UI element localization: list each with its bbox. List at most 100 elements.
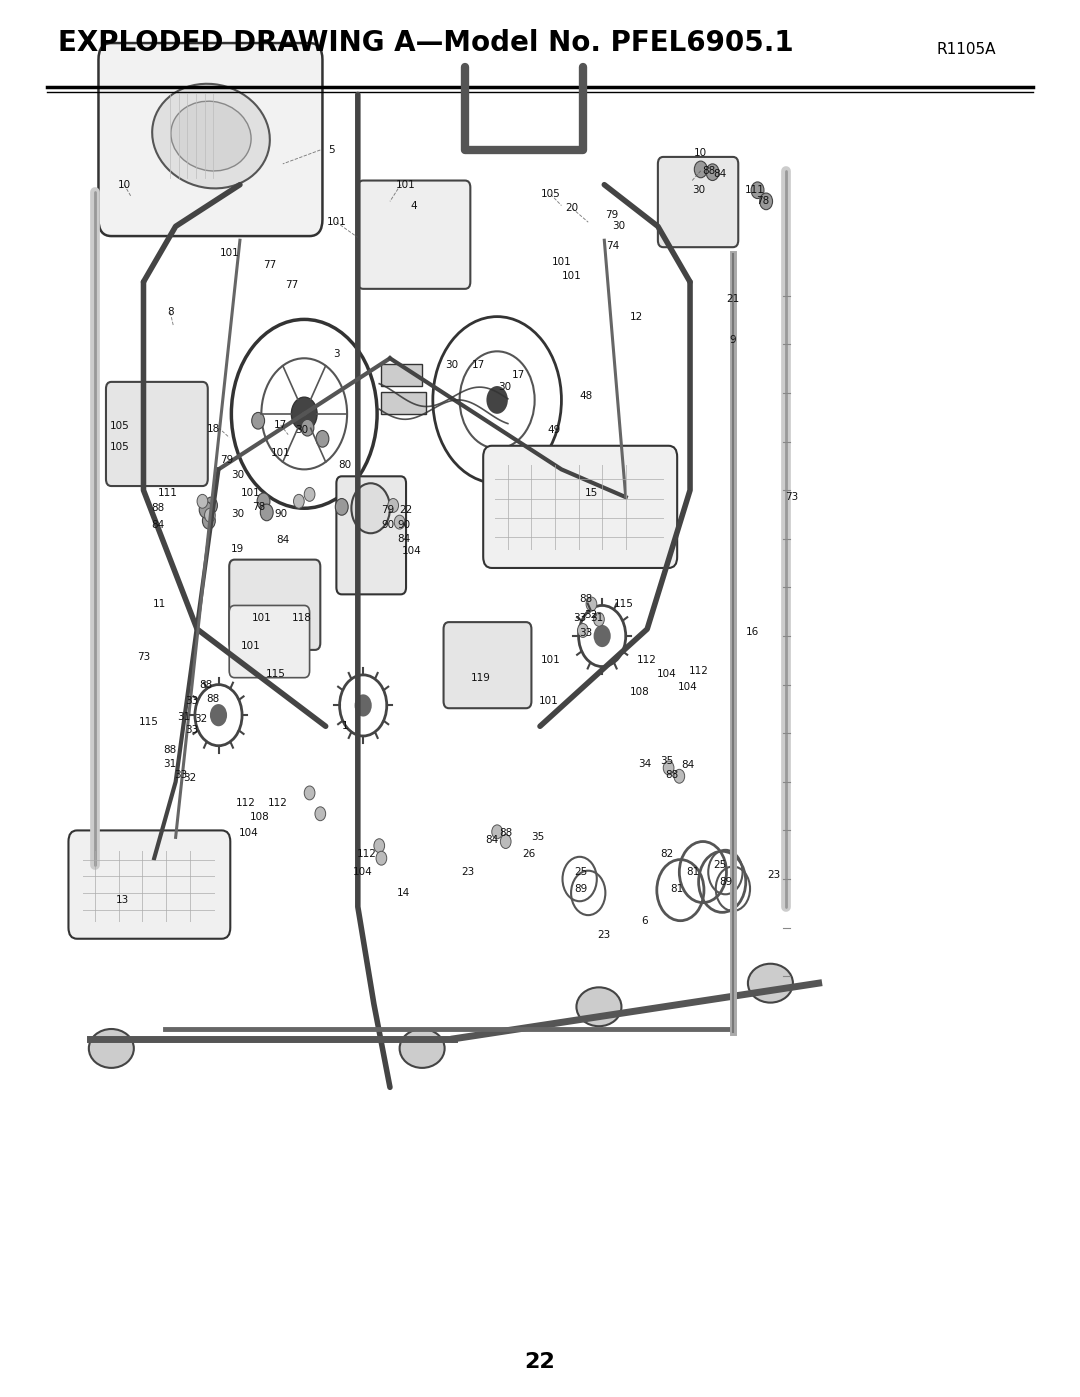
Ellipse shape — [89, 1030, 134, 1067]
Text: 105: 105 — [110, 443, 130, 453]
Circle shape — [759, 193, 772, 210]
Circle shape — [751, 182, 764, 198]
Text: 31: 31 — [164, 759, 177, 768]
Circle shape — [294, 495, 305, 509]
Text: 33: 33 — [580, 629, 593, 638]
Circle shape — [374, 838, 384, 852]
Circle shape — [197, 495, 207, 509]
Text: 30: 30 — [296, 426, 309, 436]
Ellipse shape — [171, 101, 252, 170]
Circle shape — [394, 515, 405, 529]
Text: 23: 23 — [461, 868, 475, 877]
Text: 22: 22 — [400, 504, 413, 514]
Text: 108: 108 — [630, 686, 649, 697]
Text: 88: 88 — [499, 828, 512, 838]
Text: 89: 89 — [575, 884, 588, 894]
Text: 112: 112 — [268, 798, 287, 807]
Text: 78: 78 — [253, 502, 266, 511]
Text: 33: 33 — [573, 613, 586, 623]
Circle shape — [578, 623, 589, 637]
Circle shape — [210, 704, 227, 726]
Text: 35: 35 — [531, 833, 544, 842]
Text: 115: 115 — [266, 669, 285, 679]
Text: 20: 20 — [566, 204, 579, 214]
Circle shape — [706, 163, 719, 180]
Text: 101: 101 — [241, 488, 260, 497]
Circle shape — [260, 504, 273, 521]
FancyBboxPatch shape — [336, 476, 406, 594]
Text: 3: 3 — [333, 349, 340, 359]
Text: 35: 35 — [660, 756, 673, 766]
Text: 17: 17 — [274, 420, 287, 430]
Text: 21: 21 — [726, 293, 740, 303]
Text: 12: 12 — [630, 312, 643, 321]
Text: 108: 108 — [249, 812, 269, 821]
Circle shape — [199, 502, 212, 518]
FancyBboxPatch shape — [229, 605, 310, 678]
Text: 22: 22 — [525, 1352, 555, 1372]
FancyBboxPatch shape — [658, 156, 739, 247]
Circle shape — [252, 412, 265, 429]
Ellipse shape — [152, 84, 270, 189]
Text: 88: 88 — [151, 503, 164, 513]
Text: 73: 73 — [785, 492, 798, 502]
Text: 119: 119 — [471, 673, 491, 683]
FancyBboxPatch shape — [229, 560, 321, 650]
Circle shape — [376, 851, 387, 865]
Circle shape — [204, 509, 215, 522]
FancyBboxPatch shape — [98, 43, 323, 236]
Text: 101: 101 — [252, 613, 271, 623]
Text: 73: 73 — [137, 652, 150, 662]
Circle shape — [204, 497, 217, 514]
Circle shape — [586, 597, 597, 610]
Text: 78: 78 — [756, 197, 770, 207]
Text: 33: 33 — [185, 696, 199, 707]
Circle shape — [257, 493, 270, 510]
Text: 32: 32 — [193, 714, 207, 724]
FancyBboxPatch shape — [483, 446, 677, 569]
Text: 30: 30 — [611, 221, 625, 232]
Circle shape — [354, 694, 372, 717]
Text: 13: 13 — [116, 895, 129, 905]
Text: 84: 84 — [714, 169, 727, 179]
Ellipse shape — [400, 1030, 445, 1067]
Text: 90: 90 — [381, 520, 394, 529]
Text: 112: 112 — [637, 655, 657, 665]
Text: 77: 77 — [264, 260, 276, 270]
Text: 30: 30 — [231, 469, 244, 481]
Text: 89: 89 — [719, 877, 732, 887]
Text: 104: 104 — [353, 868, 373, 877]
Text: 14: 14 — [397, 888, 410, 898]
Text: 19: 19 — [231, 543, 244, 553]
Text: 79: 79 — [220, 454, 233, 465]
Text: 118: 118 — [293, 613, 312, 623]
Circle shape — [202, 513, 215, 529]
Text: 49: 49 — [548, 426, 561, 436]
Text: 112: 112 — [689, 666, 708, 676]
Circle shape — [305, 488, 315, 502]
Text: 25: 25 — [714, 861, 727, 870]
Circle shape — [388, 499, 399, 513]
Text: 77: 77 — [285, 279, 298, 289]
FancyBboxPatch shape — [68, 830, 230, 939]
Text: 17: 17 — [512, 370, 525, 380]
Text: 16: 16 — [745, 627, 759, 637]
Text: 25: 25 — [575, 868, 588, 877]
Circle shape — [301, 419, 314, 436]
Text: 26: 26 — [523, 849, 536, 859]
Text: 101: 101 — [219, 247, 239, 257]
Text: 111: 111 — [744, 186, 765, 196]
Circle shape — [305, 787, 315, 800]
Text: 33: 33 — [174, 770, 188, 780]
Text: 104: 104 — [239, 828, 258, 838]
Text: 101: 101 — [396, 180, 416, 190]
Text: 30: 30 — [446, 360, 459, 370]
Text: 9: 9 — [730, 335, 737, 345]
Circle shape — [594, 612, 605, 626]
Circle shape — [594, 624, 610, 647]
Text: 101: 101 — [241, 641, 260, 651]
Text: 31: 31 — [177, 711, 191, 722]
Text: 18: 18 — [206, 425, 219, 434]
Text: 32: 32 — [183, 773, 197, 782]
Ellipse shape — [748, 964, 793, 1003]
